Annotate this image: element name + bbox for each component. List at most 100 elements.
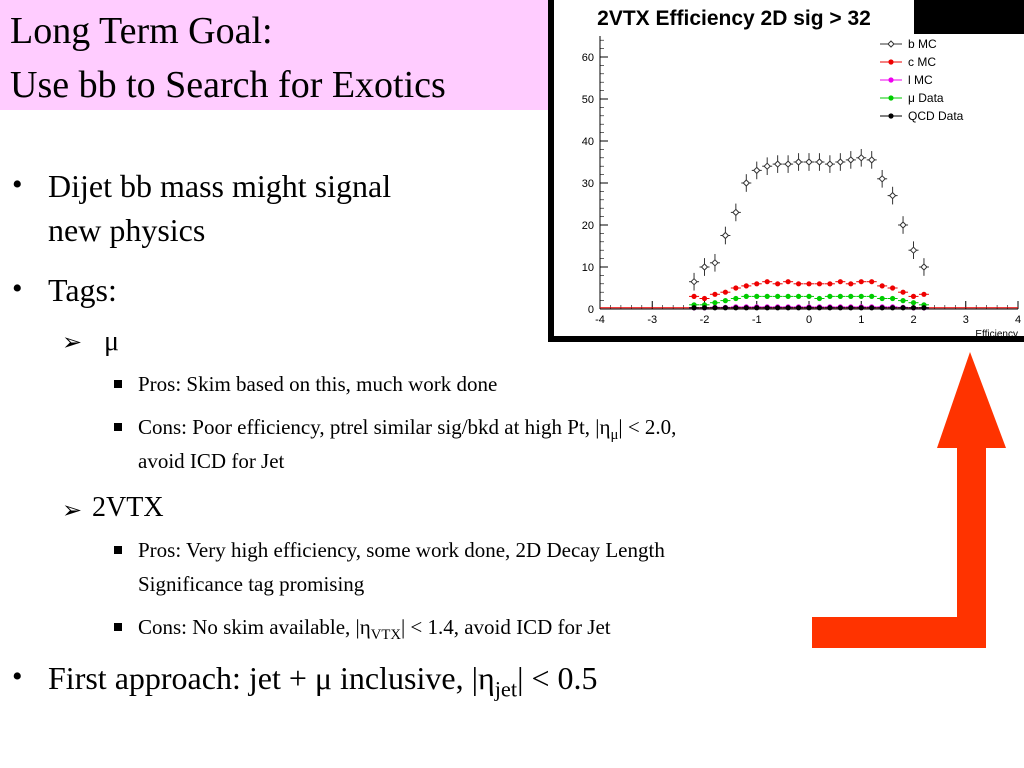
legend-marker bbox=[888, 113, 894, 119]
square-bullet-icon bbox=[114, 423, 122, 431]
y-tick-label: 20 bbox=[582, 220, 594, 232]
point-b-mc bbox=[700, 263, 709, 271]
point--data bbox=[806, 293, 812, 299]
legend-label: l MC bbox=[908, 73, 933, 87]
point--data bbox=[858, 293, 864, 299]
point--data bbox=[743, 293, 749, 299]
arrow-bullet-icon: ➢ bbox=[62, 498, 83, 524]
point--data bbox=[775, 293, 781, 299]
legend-marker bbox=[887, 40, 895, 48]
x-tick-label: -3 bbox=[647, 314, 657, 326]
point-b-mc bbox=[857, 154, 865, 162]
point-b-mc bbox=[899, 221, 907, 229]
point-qcd-data bbox=[848, 305, 854, 311]
x-tick-label: 2 bbox=[910, 314, 916, 326]
slide-title-box: Long Term Goal: Use bb to Search for Exo… bbox=[0, 0, 548, 110]
tag-mu-label: μ bbox=[104, 326, 120, 357]
mu-cons-line2: avoid ICD for Jet bbox=[138, 449, 285, 473]
point--data bbox=[795, 293, 802, 299]
vtx-cons: Cons: No skim available, |ηVTX| < 1.4, a… bbox=[138, 615, 611, 644]
efficiency-chart: 2VTX Efficiency 2D sig > 32 -4 -3 -2 -1 0 1 2 3 4… bbox=[554, 0, 1024, 340]
chart-canvas bbox=[554, 34, 1024, 336]
x-tick-label: 4 bbox=[1015, 314, 1021, 326]
point--data bbox=[910, 300, 917, 306]
point-qcd-data bbox=[712, 305, 718, 311]
mu-cons-sub: μ bbox=[610, 427, 619, 444]
point-c-mc bbox=[733, 285, 739, 291]
mu-cons-post: | < 2.0, bbox=[618, 415, 677, 439]
point-c-mc bbox=[921, 291, 927, 297]
point-b-mc bbox=[753, 166, 761, 175]
x-tick-label: -4 bbox=[595, 314, 605, 326]
point-b-mc bbox=[721, 231, 730, 240]
y-tick-label: 30 bbox=[582, 178, 594, 190]
legend-label: QCD Data bbox=[908, 109, 964, 123]
point--data bbox=[816, 295, 823, 302]
point-c-mc bbox=[910, 293, 917, 299]
point--data bbox=[712, 300, 718, 306]
point-qcd-data bbox=[754, 305, 760, 311]
y-tick-label: 40 bbox=[582, 136, 594, 148]
point-qcd-data bbox=[921, 305, 927, 311]
legend-marker bbox=[888, 95, 894, 101]
point-qcd-data bbox=[827, 305, 833, 311]
vtx-pros-line2: Significance tag promising bbox=[138, 572, 365, 596]
point--data bbox=[764, 293, 770, 299]
point--data bbox=[733, 295, 739, 302]
point-b-mc bbox=[711, 259, 719, 267]
point-c-mc bbox=[869, 279, 875, 285]
vtx-pros-line1: Pros: Very high efficiency, some work do… bbox=[138, 538, 665, 562]
point-qcd-data bbox=[701, 305, 708, 311]
point-qcd-data bbox=[795, 305, 802, 311]
point-c-mc bbox=[890, 285, 896, 291]
point-c-mc bbox=[827, 281, 833, 287]
x-tick-label: -1 bbox=[752, 314, 762, 326]
x-tick-label: 3 bbox=[963, 314, 969, 326]
point-b-mc bbox=[690, 277, 698, 286]
point-b-mc bbox=[815, 158, 824, 166]
point-qcd-data bbox=[879, 305, 885, 311]
bullet-glyph: • bbox=[12, 168, 23, 201]
arrow-bullet-icon: ➢ bbox=[62, 330, 83, 356]
mu-pros: Pros: Skim based on this, much work done bbox=[138, 372, 498, 396]
point-b-mc bbox=[878, 175, 886, 183]
x-axis-label: Efficiency bbox=[975, 329, 1018, 340]
b3-post: | < 0.5 bbox=[517, 660, 598, 696]
point--data bbox=[785, 293, 791, 299]
point-c-mc bbox=[879, 283, 885, 289]
point-b-mc bbox=[805, 158, 813, 166]
legend-marker bbox=[888, 59, 894, 65]
point-b-mc bbox=[732, 208, 740, 217]
point-b-mc bbox=[847, 156, 855, 164]
point-c-mc bbox=[837, 279, 843, 285]
tag-2vtx-label: 2VTX bbox=[92, 492, 164, 523]
legend-marker bbox=[888, 77, 894, 83]
bullet-1-line1: Dijet bb mass might signal bbox=[48, 168, 392, 204]
bullet-2-tags: Tags: bbox=[48, 272, 117, 308]
point-qcd-data bbox=[722, 305, 728, 311]
point-b-mc bbox=[920, 263, 928, 271]
point-qcd-data bbox=[743, 305, 749, 311]
point--data bbox=[754, 293, 760, 299]
point-c-mc bbox=[754, 281, 760, 287]
point-qcd-data bbox=[733, 305, 739, 311]
point-c-mc bbox=[900, 289, 906, 295]
point--data bbox=[869, 293, 875, 299]
vtx-cons-post: | < 1.4, avoid ICD for Jet bbox=[400, 615, 611, 639]
point-b-mc bbox=[763, 162, 771, 170]
point-qcd-data bbox=[775, 305, 781, 311]
point--data bbox=[879, 295, 885, 302]
point-qcd-data bbox=[858, 305, 864, 311]
y-tick-label: 50 bbox=[582, 94, 594, 106]
point-c-mc bbox=[764, 279, 770, 285]
x-tick-label: 0 bbox=[806, 314, 812, 326]
bullet-glyph: • bbox=[12, 272, 23, 305]
point-c-mc bbox=[816, 281, 823, 287]
point-c-mc bbox=[848, 281, 854, 287]
point-c-mc bbox=[722, 289, 728, 295]
point-c-mc bbox=[785, 279, 791, 285]
point-b-mc bbox=[742, 179, 751, 187]
y-tick-label: 60 bbox=[582, 52, 594, 64]
square-bullet-icon bbox=[114, 380, 122, 388]
point-c-mc bbox=[691, 293, 697, 299]
